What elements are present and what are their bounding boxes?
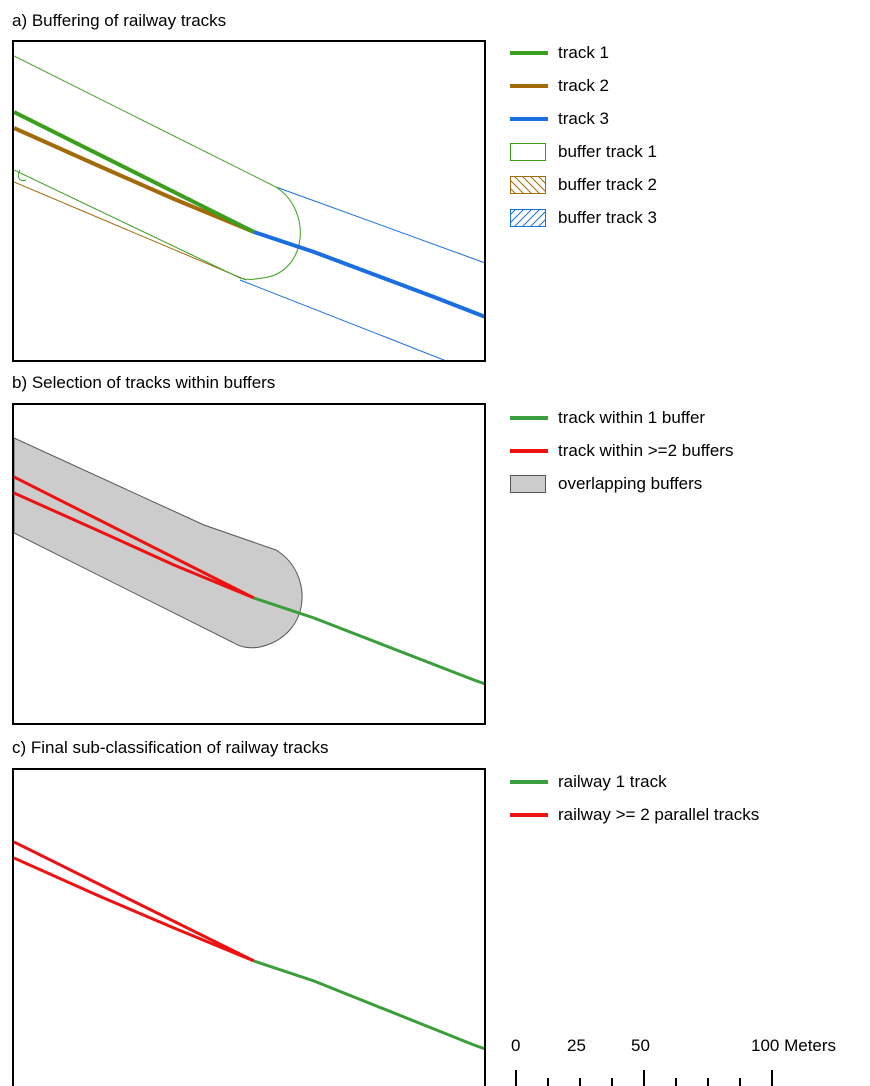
- legend-label: overlapping buffers: [558, 474, 703, 493]
- legend-swatch-buffer-track-2: [510, 176, 546, 194]
- overlapping-buffers: [14, 437, 303, 649]
- legend-swatch-track-3: [510, 117, 548, 121]
- panel-c-map: [12, 768, 486, 1086]
- legend-swatch-green-line: [510, 416, 548, 420]
- legend-label: railway 1 track: [558, 772, 667, 791]
- legend-label: track 3: [558, 109, 610, 128]
- legend-label: track 1: [558, 43, 610, 62]
- legend-label: railway >= 2 parallel tracks: [558, 805, 760, 824]
- buffer-track-1: [14, 55, 301, 280]
- panel-a-drawing: [14, 55, 484, 360]
- railway-1-track: [253, 959, 484, 1051]
- scale-bar: 0 25 50 100 Meters: [505, 1036, 865, 1086]
- legend-label: track within 1 buffer: [558, 408, 706, 427]
- track-3: [253, 230, 484, 319]
- panel-c-drawing: [14, 840, 484, 1051]
- track-1: [14, 110, 255, 234]
- legend-swatch-buffer-track-3: [510, 209, 546, 227]
- track-within-1-buffer: [253, 596, 484, 686]
- panel-a-title: a) Buffering of railway tracks: [12, 11, 227, 30]
- legend-swatch-track-2: [510, 84, 548, 88]
- scale-label-50: 50: [631, 1036, 650, 1055]
- panel-c-title: c) Final sub-classification of railway t…: [12, 738, 329, 757]
- scale-ticks: [515, 1070, 773, 1086]
- scale-label-100-meters: 100 Meters: [751, 1036, 837, 1055]
- legend-label: buffer track 3: [558, 208, 657, 227]
- legend-label: buffer track 1: [558, 142, 657, 161]
- buffer-track-2: [14, 181, 247, 281]
- panel-b-title: b) Selection of tracks within buffers: [12, 373, 276, 392]
- legend-swatch-green-line: [510, 780, 548, 784]
- legend-swatch-buffer-track-1: [510, 143, 546, 161]
- legend-label: track within >=2 buffers: [558, 441, 734, 460]
- track-2: [14, 126, 255, 234]
- panel-a-map: [12, 40, 486, 362]
- buffer-track-3: [239, 186, 484, 360]
- scale-label-25: 25: [567, 1036, 586, 1055]
- panel-b-drawing: [14, 437, 484, 686]
- legend-swatch-red-line: [510, 813, 548, 817]
- scale-label-0: 0: [511, 1036, 521, 1055]
- legend-swatch-grey-box: [510, 475, 546, 493]
- panel-b-map: [12, 403, 486, 725]
- legend-label: buffer track 2: [558, 175, 657, 194]
- legend-swatch-track-1: [510, 51, 548, 55]
- railway-2-parallel-tracks: [14, 840, 255, 963]
- legend-swatch-red-line: [510, 449, 548, 453]
- track-within-2-buffers: [14, 475, 255, 600]
- legend-label: track 2: [558, 76, 610, 95]
